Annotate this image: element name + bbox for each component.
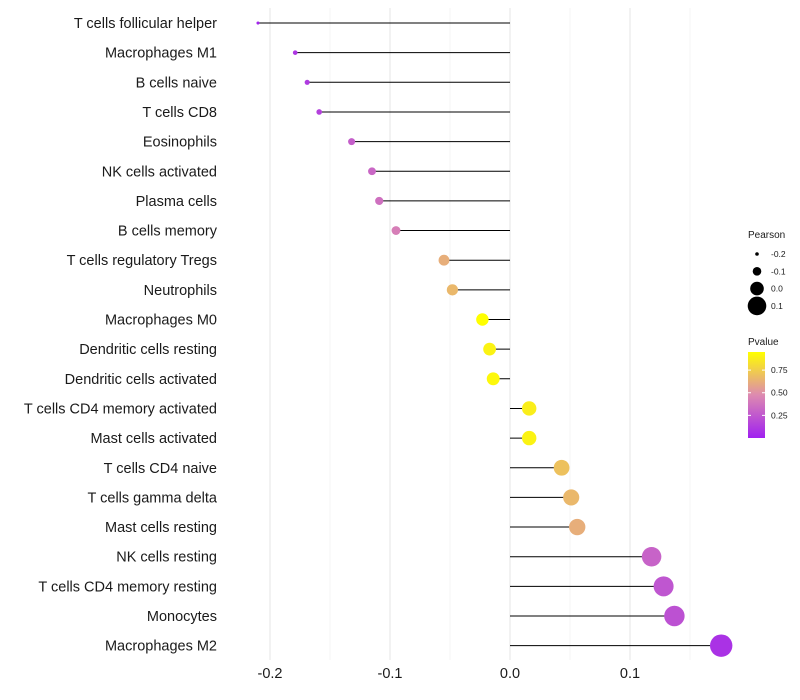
category-label: NK cells activated <box>102 164 217 180</box>
lollipop-point <box>438 254 450 266</box>
lollipop-point <box>664 605 685 627</box>
category-label: Macrophages M0 <box>105 313 217 329</box>
lollipop-points <box>256 21 733 657</box>
lollipop-point <box>256 21 260 25</box>
y-axis-labels: T cells follicular helper Macrophages M1 B… <box>24 16 218 655</box>
size-legend-label: 0.1 <box>771 301 783 311</box>
lollipop-point <box>391 226 401 235</box>
category-label: Macrophages M2 <box>105 639 217 655</box>
size-legend-title: Pearson <box>748 230 785 241</box>
color-legend-bar <box>748 352 765 438</box>
lollipop-point <box>522 430 537 446</box>
x-tick-label: -0.1 <box>378 666 403 682</box>
color-legend-label: 0.50 <box>771 388 788 398</box>
size-legend-key <box>752 267 762 276</box>
category-label: Dendritic cells activated <box>65 372 217 388</box>
category-label: Monocytes <box>147 609 217 625</box>
category-label: T cells CD4 memory activated <box>24 401 217 417</box>
size-legend-key <box>747 296 767 316</box>
category-label: Neutrophils <box>144 283 217 299</box>
size-legend-key <box>750 281 764 296</box>
lollipop-point <box>522 401 537 416</box>
lollipop-point <box>304 79 310 85</box>
lollipop-point <box>446 284 458 296</box>
category-label: B cells naive <box>136 75 217 91</box>
size-legend-label: -0.2 <box>771 249 786 259</box>
lollipop-point <box>476 313 489 326</box>
color-legend-ticks: 0.25 0.50 0.75 <box>748 365 788 420</box>
color-legend-title: Pvalue <box>748 337 779 348</box>
size-legend-key <box>755 252 759 256</box>
category-label: T cells CD8 <box>142 105 217 121</box>
x-tick-label: 0.1 <box>620 666 640 682</box>
size-legend: -0.2 -0.1 0.0 0.1 <box>747 249 786 316</box>
lollipop-point <box>375 196 384 205</box>
lollipop-point <box>292 50 298 55</box>
category-label: NK cells resting <box>116 550 217 566</box>
category-label: Macrophages M1 <box>105 46 217 62</box>
lollipop-point <box>653 576 674 597</box>
lollipop-point <box>348 138 356 146</box>
category-label: Mast cells activated <box>90 431 217 447</box>
legend: Pearson -0.2-0.10.00.1 Pvalue 0.250.500.… <box>747 230 788 438</box>
category-label: Dendritic cells resting <box>79 342 217 358</box>
lollipop-point <box>553 459 570 476</box>
lollipop-point <box>641 546 662 567</box>
x-tick-label: 0.0 <box>500 666 520 682</box>
category-label: T cells CD4 memory resting <box>38 579 217 595</box>
category-label: Mast cells resting <box>105 520 217 536</box>
x-tick-label: -0.2 <box>258 666 283 682</box>
color-legend-label: 0.75 <box>771 365 788 375</box>
category-label: Eosinophils <box>143 135 217 151</box>
lollipop-point <box>563 489 580 506</box>
size-legend-label: -0.1 <box>771 266 786 276</box>
category-label: T cells follicular helper <box>74 16 217 32</box>
category-label: T cells gamma delta <box>88 490 218 506</box>
category-label: T cells regulatory Tregs <box>67 253 217 269</box>
lollipop-point <box>569 518 586 536</box>
category-label: T cells CD4 naive <box>104 461 217 477</box>
x-axis-tick-labels: -0.2 -0.1 0.0 0.1 <box>258 666 641 682</box>
grid-lines <box>269 8 691 660</box>
lollipop-point <box>710 634 733 657</box>
lollipop-point <box>316 109 323 115</box>
color-legend-label: 0.25 <box>771 410 788 420</box>
category-label: B cells memory <box>118 224 218 240</box>
lollipop-point <box>368 167 376 176</box>
category-label: Plasma cells <box>136 194 217 210</box>
lollipop-point <box>483 342 496 356</box>
size-legend-label: 0.0 <box>771 284 783 294</box>
lollipop-point <box>486 372 500 386</box>
